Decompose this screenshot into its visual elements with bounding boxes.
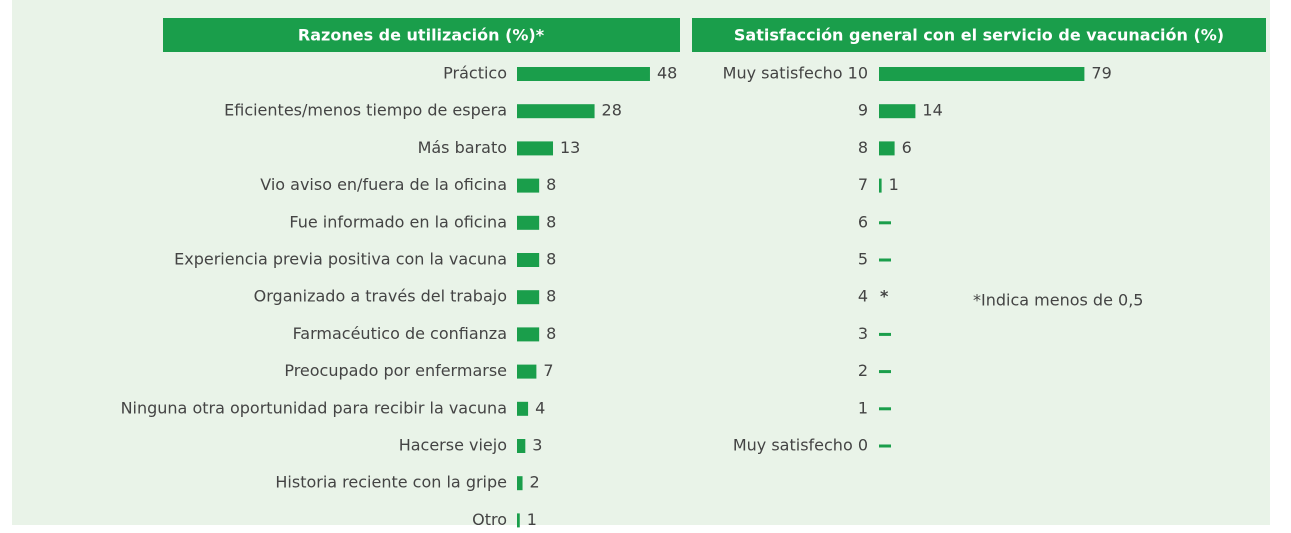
bar [517,67,650,81]
category-label: Más barato [418,138,507,157]
value-label: 14 [922,101,942,120]
category-label: 2 [858,361,868,380]
category-label: Preocupado por enfermarse [284,361,507,380]
value-label: 8 [546,175,556,194]
category-label: 9 [858,101,868,120]
zero-dash [879,221,891,225]
category-label: 7 [858,175,868,194]
category-label: 5 [858,250,868,269]
header-left [163,18,680,52]
value-label: 6 [902,138,912,157]
category-label: 1 [858,398,868,417]
header-right [692,18,1266,52]
bar [879,67,1085,81]
value-label: 7 [543,361,553,380]
category-label: 3 [858,324,868,343]
category-label: Experiencia previa positiva con la vacun… [174,250,507,269]
category-label: 4 [858,287,868,306]
value-label: 8 [546,287,556,306]
bar [879,104,916,119]
category-label: Hacerse viejo [399,436,507,455]
value-label: 28 [602,101,622,120]
value-label: 48 [657,64,677,83]
value-label: 1 [527,510,537,529]
bar [517,290,540,305]
value-label: 4 [535,398,545,417]
bar [879,141,895,156]
category-label: Muy satisfecho 0 [733,436,868,455]
category-label: Fue informado en la oficina [289,212,507,231]
bar [517,439,526,453]
value-label: 79 [1091,64,1111,83]
bar [517,141,554,156]
value-label: 2 [530,473,540,492]
category-label: 8 [858,138,868,157]
bar [517,178,540,193]
category-label: Otro [472,510,507,529]
bar [517,104,595,119]
value-label: 13 [560,138,580,157]
chart-title: Satisfacción general con el servicio de … [734,26,1224,45]
zero-dash [879,370,891,374]
category-label: Muy satisfecho 10 [723,64,868,83]
chart-title: Razones de utilización (%)* [298,26,545,45]
annotation: *Indica menos de 0,5 [973,291,1143,310]
zero-dash [879,444,891,448]
category-label: 6 [858,212,868,231]
value-label: 3 [532,436,542,455]
category-label: Vio aviso en/fuera de la oficina [260,175,507,194]
bar [517,215,540,230]
bar [517,253,540,267]
value-label: 1 [889,175,899,194]
zero-dash [879,407,891,411]
category-label: Farmacéutico de confianza [293,324,507,343]
category-label: Historia reciente con la gripe [275,473,507,492]
category-label: Práctico [443,64,507,83]
panel [12,0,1270,525]
category-label: Eficientes/menos tiempo de espera [224,101,507,120]
category-label: Ninguna otra oportunidad para recibir la… [121,398,507,417]
value-label: 8 [546,324,556,343]
value-label: * [880,287,889,306]
bar [517,476,523,491]
value-label: 8 [546,250,556,269]
bar [517,364,537,379]
bar [517,513,520,528]
bar [517,401,529,416]
category-label: Organizado a través del trabajo [254,287,507,306]
zero-dash [879,258,891,262]
value-label: 8 [546,212,556,231]
zero-dash [879,332,891,336]
bar [517,327,540,342]
bar [879,178,882,193]
